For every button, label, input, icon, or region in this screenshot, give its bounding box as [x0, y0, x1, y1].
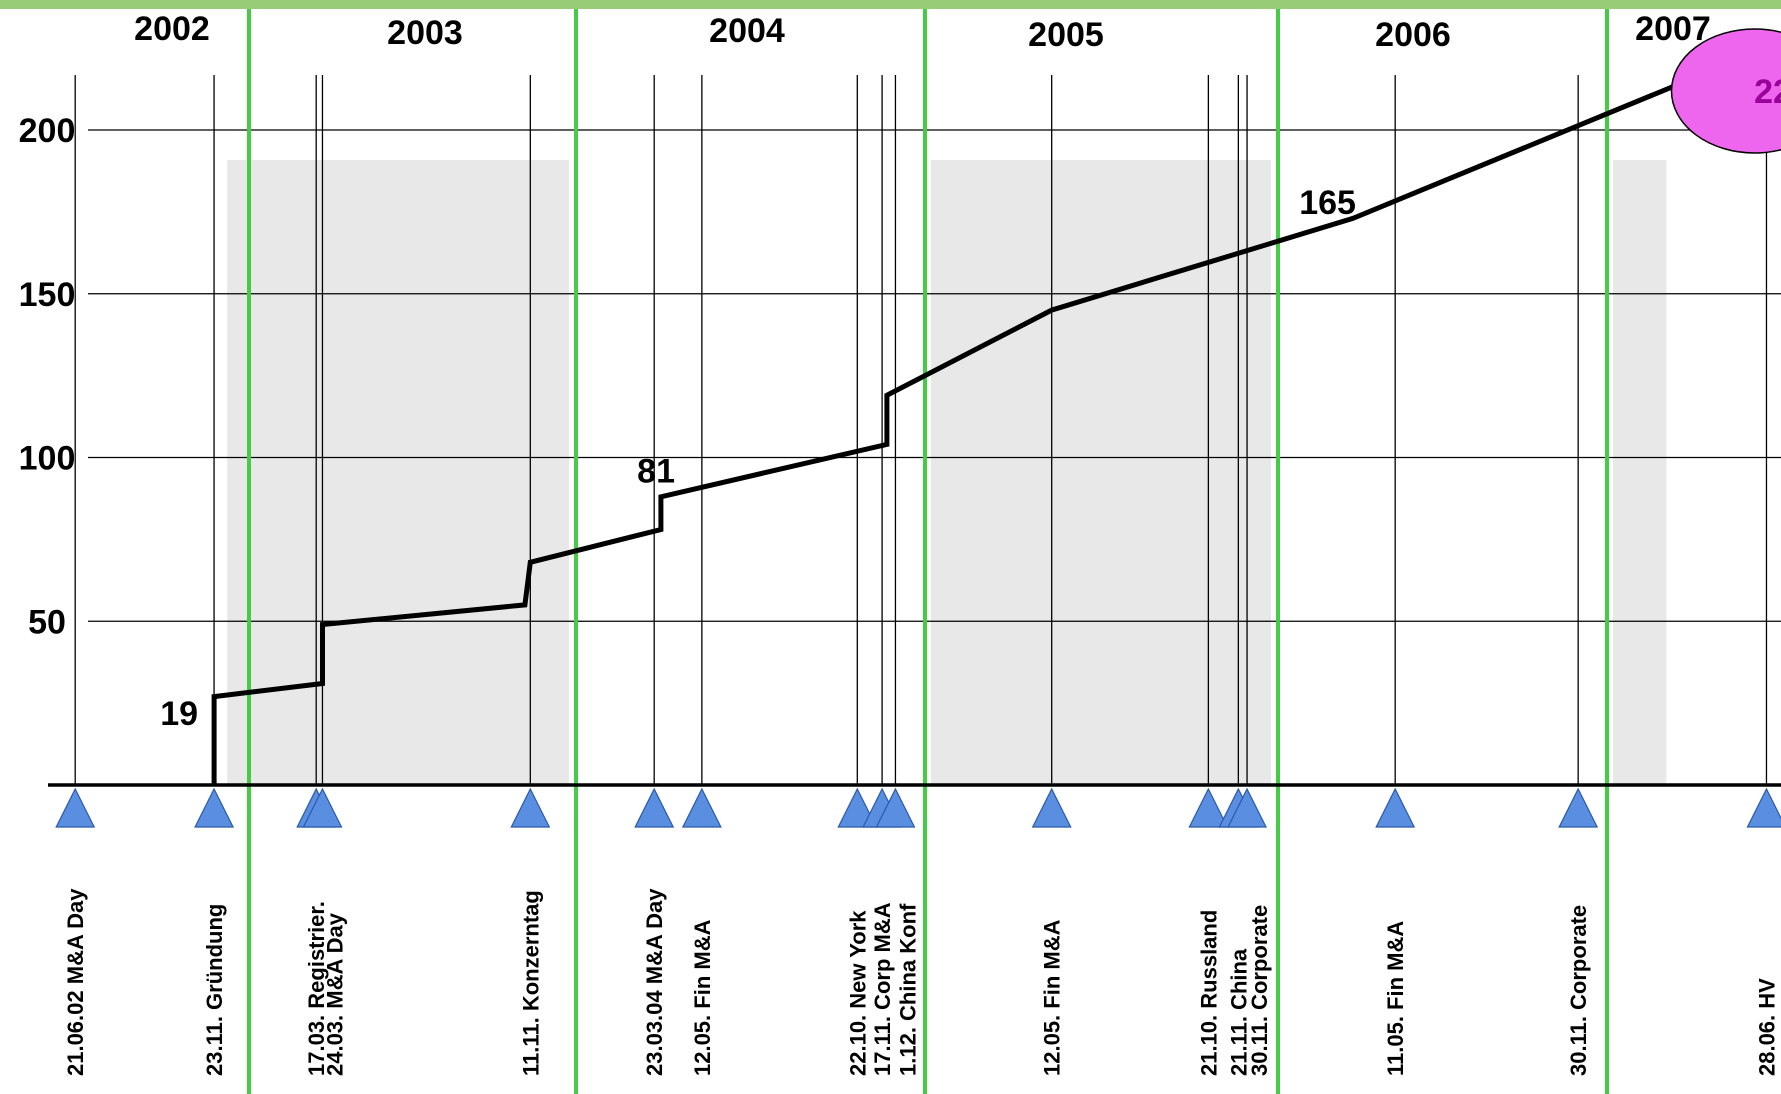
event-marker [1558, 787, 1599, 828]
event-marker [1746, 787, 1781, 828]
y-axis-tick-labels: 50 100 150 200 [19, 112, 76, 641]
year-label-2006: 2006 [1375, 16, 1451, 54]
top-bar [0, 0, 1781, 9]
y-tick-label: 100 [19, 440, 76, 478]
event-marker [1375, 787, 1416, 828]
shaded-period [227, 160, 570, 785]
event-marker [634, 787, 675, 828]
total-badge: 220 [1670, 28, 1781, 154]
event-label: 28.06. HV [1754, 978, 1779, 1076]
event-labels: 21.06.02 M&A Day 23.11. Gründung 17.03. Re… [63, 888, 1779, 1076]
event-label: 21.10. Russland [1196, 910, 1221, 1076]
event-label: 11.11. Konzerntag [518, 890, 543, 1076]
event-marker [1188, 787, 1229, 828]
year-labels: 2002 2003 2004 2005 2006 2007 [134, 10, 1711, 54]
y-tick-label: 200 [19, 112, 76, 150]
event-label: 30.11. Corporate [1247, 905, 1272, 1076]
y-tick-label: 50 [28, 603, 66, 641]
event-label: 21.06.02 M&A Day [63, 888, 88, 1076]
data-labels: 19 81 165 [160, 184, 1356, 733]
event-label: 30.11. Corporate [1566, 905, 1591, 1076]
event-marker [302, 787, 343, 828]
event-marker [194, 787, 235, 828]
event-label: 22.10. New York [845, 910, 870, 1076]
series-line [211, 45, 1768, 785]
event-label: 1.12. China Konf [895, 903, 920, 1076]
event-markers [55, 787, 1781, 828]
data-label: 165 [1299, 184, 1356, 222]
badge-ellipse [1670, 28, 1781, 154]
year-label-2007: 2007 [1635, 10, 1711, 48]
event-marker [1227, 787, 1268, 828]
series-lines [211, 45, 1768, 785]
year-dividers [247, 9, 1609, 1094]
event-marker [681, 787, 722, 828]
event-label: 12.05. Fin M&A [690, 919, 715, 1076]
event-marker [55, 787, 96, 828]
event-marker [1031, 787, 1072, 828]
y-tick-label: 150 [19, 276, 76, 314]
event-marker [837, 787, 878, 828]
data-label: 19 [160, 695, 198, 733]
badge-label: 220 [1754, 73, 1781, 111]
year-label-2003: 2003 [387, 14, 463, 52]
shaded-period [931, 160, 1272, 785]
event-label: 23.11. Gründung [202, 904, 227, 1076]
event-label: 17.03. Registrier. [304, 901, 329, 1076]
event-label: 12.05. Fin M&A [1040, 919, 1065, 1076]
event-drop-lines [74, 75, 1768, 785]
event-label: 11.05. Fin M&A [1383, 921, 1408, 1076]
event-marker [875, 787, 916, 828]
year-label-2004: 2004 [709, 12, 785, 50]
shaded-periods [227, 160, 1667, 785]
year-label-2002: 2002 [134, 10, 210, 48]
event-label: 24.03. M&A Day [322, 912, 347, 1076]
year-label-2005: 2005 [1028, 16, 1104, 54]
event-label: 17.11. Corp M&A [870, 902, 895, 1076]
event-label: 23.03.04 M&A Day [642, 888, 667, 1076]
data-label: 81 [637, 453, 675, 491]
event-label: 21.11. China [1226, 948, 1251, 1076]
event-marker [510, 787, 551, 828]
shaded-period [1613, 160, 1667, 785]
